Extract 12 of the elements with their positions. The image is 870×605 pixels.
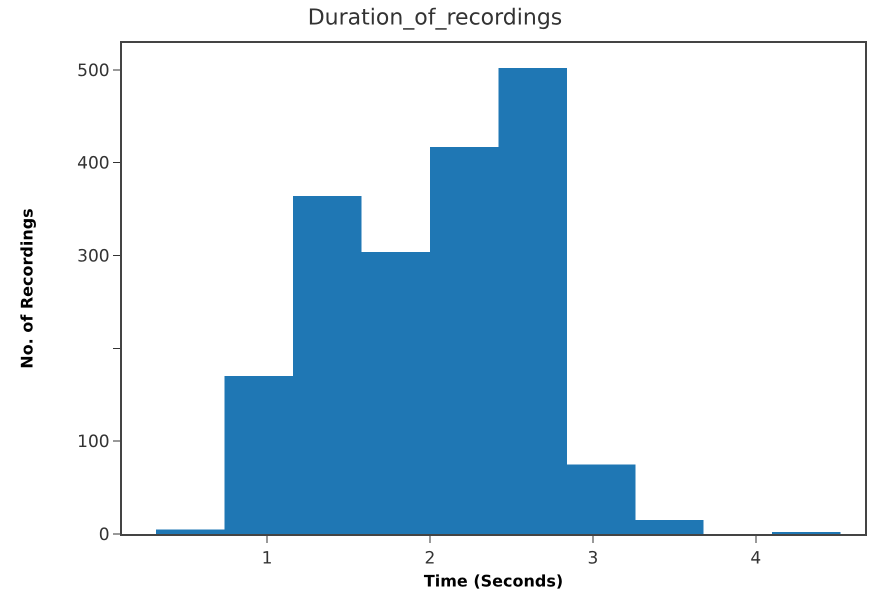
y-tick-label: 100 — [77, 432, 110, 452]
x-tick-label: 4 — [750, 548, 762, 568]
x-tick-label: 3 — [587, 548, 598, 568]
y-tick-label: 0 — [98, 524, 110, 545]
y-tick-label: 300 — [77, 246, 110, 266]
x-tick-label: 1 — [262, 548, 272, 568]
y-tick-label: 500 — [77, 60, 110, 81]
x-tick-label: 2 — [424, 548, 436, 568]
y-axis-title: No. of Recordings — [18, 208, 37, 369]
x-axis-title: Time (Seconds) — [424, 572, 564, 591]
y-tick-label: 400 — [77, 154, 110, 174]
chart-title: Duration_of_recordings — [308, 5, 562, 30]
